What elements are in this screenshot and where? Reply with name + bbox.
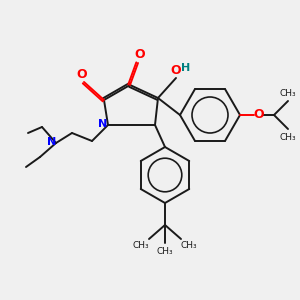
Text: CH₃: CH₃ <box>280 88 296 98</box>
Text: O: O <box>171 64 181 76</box>
Text: CH₃: CH₃ <box>157 247 173 256</box>
Text: CH₃: CH₃ <box>133 241 149 250</box>
Text: H: H <box>182 63 190 73</box>
Text: CH₃: CH₃ <box>280 133 296 142</box>
Text: O: O <box>254 109 264 122</box>
Text: N: N <box>47 137 57 147</box>
Text: O: O <box>135 49 145 62</box>
Text: O: O <box>77 68 87 80</box>
Text: CH₃: CH₃ <box>181 241 197 250</box>
Text: N: N <box>98 119 108 129</box>
